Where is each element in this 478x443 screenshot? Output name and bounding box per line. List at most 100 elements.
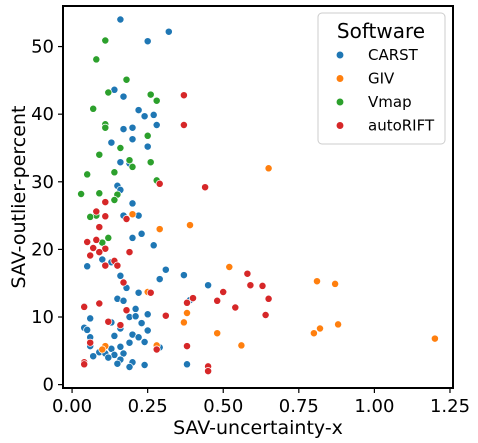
point-carst-9 xyxy=(128,123,137,132)
point-carst-13 xyxy=(143,142,152,151)
point-giv-15 xyxy=(237,341,246,350)
point-carst-23 xyxy=(149,241,158,250)
legend-marker-autorift xyxy=(335,121,345,130)
legend-label-giv: GIV xyxy=(368,70,395,88)
point-autorift-31 xyxy=(80,302,89,311)
point-autorift-8 xyxy=(95,223,104,232)
y-tick-label: 0 xyxy=(43,375,54,396)
plot-frame xyxy=(62,5,454,389)
point-carst-40 xyxy=(131,312,140,321)
legend-box xyxy=(317,12,446,145)
point-carst-21 xyxy=(137,229,146,238)
point-vmap-5 xyxy=(152,96,161,105)
point-vmap-10 xyxy=(116,144,125,152)
y-tick-label: 40 xyxy=(31,104,54,125)
point-carst-2 xyxy=(143,37,152,46)
point-giv-2 xyxy=(155,225,164,234)
point-giv-9 xyxy=(179,318,188,327)
point-carst-44 xyxy=(137,319,146,328)
point-autorift-23 xyxy=(219,288,228,296)
point-autorift-5 xyxy=(92,207,101,216)
point-carst-67 xyxy=(113,359,122,368)
point-carst-55 xyxy=(125,338,134,347)
point-autorift-37 xyxy=(86,338,95,347)
point-autorift-43 xyxy=(204,367,213,376)
legend-marker-giv xyxy=(335,74,345,83)
point-autorift-2 xyxy=(201,183,210,192)
point-autorift-21 xyxy=(258,281,267,290)
point-autorift-34 xyxy=(161,311,170,320)
point-carst-30 xyxy=(155,275,164,284)
point-carst-0 xyxy=(116,15,125,24)
point-giv-6 xyxy=(331,279,340,288)
point-giv-5 xyxy=(313,277,321,286)
point-carst-45 xyxy=(143,326,152,335)
point-vmap-4 xyxy=(104,88,113,97)
points-layer xyxy=(77,15,439,376)
point-autorift-26 xyxy=(189,294,197,303)
point-giv-11 xyxy=(316,324,324,333)
point-carst-41 xyxy=(143,310,152,319)
point-vmap-8 xyxy=(101,123,110,132)
point-carst-18 xyxy=(128,199,137,208)
point-giv-14 xyxy=(430,334,439,343)
point-autorift-24 xyxy=(146,288,155,297)
point-carst-31 xyxy=(204,281,213,290)
point-carst-53 xyxy=(140,338,149,346)
point-autorift-19 xyxy=(119,278,128,287)
point-carst-26 xyxy=(83,262,92,271)
point-carst-1 xyxy=(164,27,173,36)
point-giv-8 xyxy=(183,309,191,317)
x-axis-label: SAV-uncertainty-x xyxy=(173,417,343,439)
point-carst-5 xyxy=(134,106,143,115)
point-carst-51 xyxy=(110,331,119,340)
legend-label-autorift: autoRIFT xyxy=(368,117,435,135)
point-vmap-19 xyxy=(95,189,104,198)
point-vmap-12 xyxy=(125,156,134,165)
x-tick-label: 0.25 xyxy=(128,396,168,417)
point-carst-68 xyxy=(125,363,134,371)
point-autorift-1 xyxy=(179,121,188,129)
point-carst-69 xyxy=(140,361,149,369)
point-autorift-14 xyxy=(95,248,104,257)
legend-marker-carst xyxy=(335,50,345,60)
point-carst-10 xyxy=(119,125,128,134)
y-tick-label: 30 xyxy=(31,172,54,193)
point-autorift-12 xyxy=(101,244,110,253)
point-giv-4 xyxy=(225,263,234,271)
point-carst-35 xyxy=(119,296,128,305)
point-vmap-6 xyxy=(89,104,98,113)
point-autorift-18 xyxy=(101,261,110,270)
point-giv-10 xyxy=(334,320,343,329)
point-autorift-4 xyxy=(101,198,110,207)
point-vmap-24 xyxy=(104,233,113,242)
point-carst-6 xyxy=(140,112,149,121)
y-tick-label: 50 xyxy=(31,37,54,58)
point-carst-22 xyxy=(128,233,137,242)
legend-marker-vmap xyxy=(335,97,345,107)
point-autorift-28 xyxy=(183,298,191,307)
point-vmap-16 xyxy=(83,170,92,179)
point-giv-3 xyxy=(128,210,137,219)
point-vmap-11 xyxy=(95,150,104,159)
point-carst-14 xyxy=(116,158,125,167)
point-carst-42 xyxy=(86,314,95,323)
point-giv-0 xyxy=(264,164,273,173)
point-carst-29 xyxy=(116,271,125,280)
point-carst-48 xyxy=(83,325,92,334)
point-carst-28 xyxy=(179,271,188,280)
point-giv-13 xyxy=(213,329,222,338)
point-carst-70 xyxy=(183,360,191,369)
point-autorift-39 xyxy=(152,345,161,354)
point-carst-12 xyxy=(107,138,116,147)
point-vmap-1 xyxy=(92,55,101,64)
point-autorift-27 xyxy=(213,296,222,305)
point-autorift-15 xyxy=(125,248,134,257)
point-autorift-22 xyxy=(246,281,255,290)
legend-title: Software xyxy=(337,19,425,43)
x-tick-label: 1.00 xyxy=(354,396,394,417)
point-carst-8 xyxy=(152,121,161,129)
point-vmap-0 xyxy=(101,36,110,45)
point-vmap-9 xyxy=(143,131,152,140)
